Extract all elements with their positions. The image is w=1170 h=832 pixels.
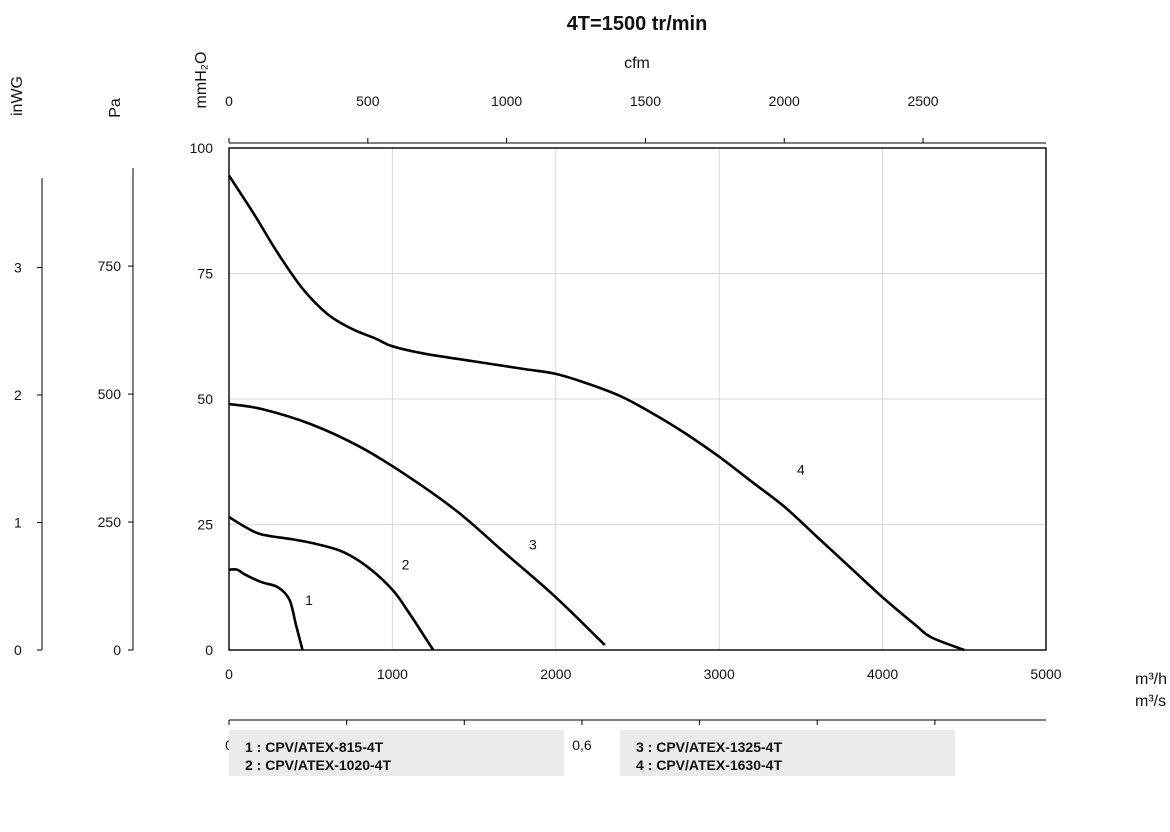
inwg-tick-label: 2 — [14, 387, 22, 403]
cfm-tick-label: 1500 — [630, 93, 661, 109]
y-tick-label: 75 — [197, 266, 213, 282]
cfm-tick-label: 0 — [225, 93, 233, 109]
cfm-tick-label: 1000 — [491, 93, 522, 109]
x-tick-label: 3000 — [704, 666, 735, 682]
chart-title: 4T=1500 tr/min — [567, 13, 708, 35]
cfm-tick-label: 2000 — [769, 93, 800, 109]
curve-2 — [228, 515, 435, 651]
legend-right: 3 : CPV/ATEX-1325-4T 4 : CPV/ATEX-1630-4… — [620, 730, 955, 776]
cfm-tick-label: 2500 — [907, 93, 938, 109]
x-tick-label: 2000 — [540, 666, 571, 682]
x-axis-unit-m3h: m³/h — [1135, 671, 1167, 688]
inwg-tick-label: 1 — [14, 514, 22, 530]
legend-item-2: 2 : CPV/ATEX-1020-4T — [245, 757, 392, 773]
legend-item-1: 1 : CPV/ATEX-815-4T — [245, 739, 384, 755]
y-tick-label: 50 — [197, 391, 213, 407]
x-axis-unit-m3s: m³/s — [1135, 693, 1166, 710]
x-tick-label: 1000 — [377, 666, 408, 682]
legend-item-4: 4 : CPV/ATEX-1630-4T — [636, 757, 783, 773]
pa-axis-label: Pa — [107, 98, 124, 118]
curve-4 — [227, 174, 965, 652]
x-tick-label: 5000 — [1030, 666, 1061, 682]
inwg-tick-label: 0 — [14, 642, 22, 658]
pa-tick-label: 0 — [113, 642, 121, 658]
curve-1 — [228, 568, 304, 651]
pa-tick-label: 250 — [98, 514, 122, 530]
legend-left: 1 : CPV/ATEX-815-4T 2 : CPV/ATEX-1020-4T — [229, 730, 564, 776]
m3s-tick-label: 0,6 — [572, 737, 592, 753]
cfm-axis-label: cfm — [624, 55, 650, 72]
pa-tick-label: 750 — [98, 258, 122, 274]
inwg-tick-label: 3 — [14, 259, 22, 275]
curve-label-2: 2 — [402, 557, 410, 573]
x-tick-label: 4000 — [867, 666, 898, 682]
curve-label-4: 4 — [797, 461, 805, 477]
curve-label-3: 3 — [529, 537, 537, 553]
curve-label-1: 1 — [305, 592, 313, 608]
inwg-axis-label: inWG — [9, 76, 26, 116]
cfm-tick-label: 500 — [356, 93, 380, 109]
pa-tick-label: 500 — [98, 386, 122, 402]
legend-item-3: 3 : CPV/ATEX-1325-4T — [636, 739, 783, 755]
mmh2o-axis-label: mmH₂O — [193, 52, 210, 109]
x-tick-label: 0 — [225, 666, 233, 682]
y-tick-label: 25 — [197, 517, 213, 533]
y-tick-label: 0 — [205, 642, 213, 658]
plot-frame — [228, 147, 1047, 651]
curve-3 — [228, 402, 606, 646]
y-tick-label: 100 — [190, 140, 214, 156]
